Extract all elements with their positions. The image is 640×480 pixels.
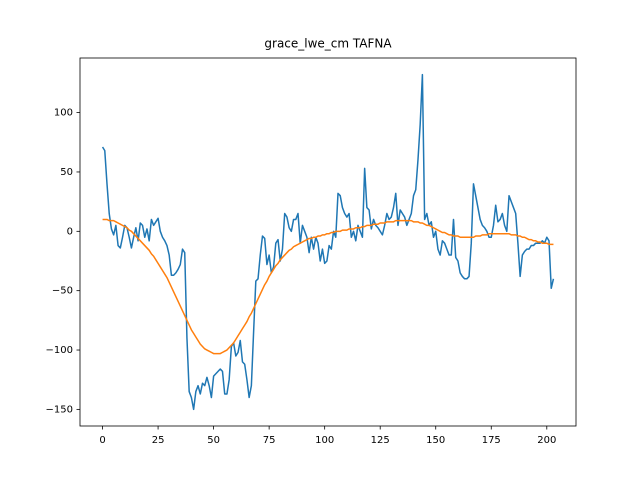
- plot-frame: [79, 57, 577, 427]
- y-tick-label: 50: [60, 167, 73, 178]
- y-tick-label: −150: [46, 404, 73, 415]
- x-tick-label: 50: [207, 435, 220, 446]
- chart-title: grace_lwe_cm TAFNA: [264, 37, 392, 51]
- x-tick-label: 25: [152, 435, 165, 446]
- y-tick-label: 0: [67, 226, 73, 237]
- y-tick-label: −100: [46, 345, 73, 356]
- x-tick-label: 100: [315, 435, 334, 446]
- series-line: [101, 73, 555, 411]
- y-tick-label: 100: [54, 108, 73, 119]
- x-tick-label: 200: [537, 435, 556, 446]
- x-tick-label: 75: [263, 435, 276, 446]
- series-line: [102, 218, 554, 355]
- x-tick-label: 150: [426, 435, 445, 446]
- x-tick-label: 175: [482, 435, 501, 446]
- y-tick-label: −50: [52, 286, 73, 297]
- x-tick-label: 125: [371, 435, 390, 446]
- x-tick-label: 0: [99, 435, 105, 446]
